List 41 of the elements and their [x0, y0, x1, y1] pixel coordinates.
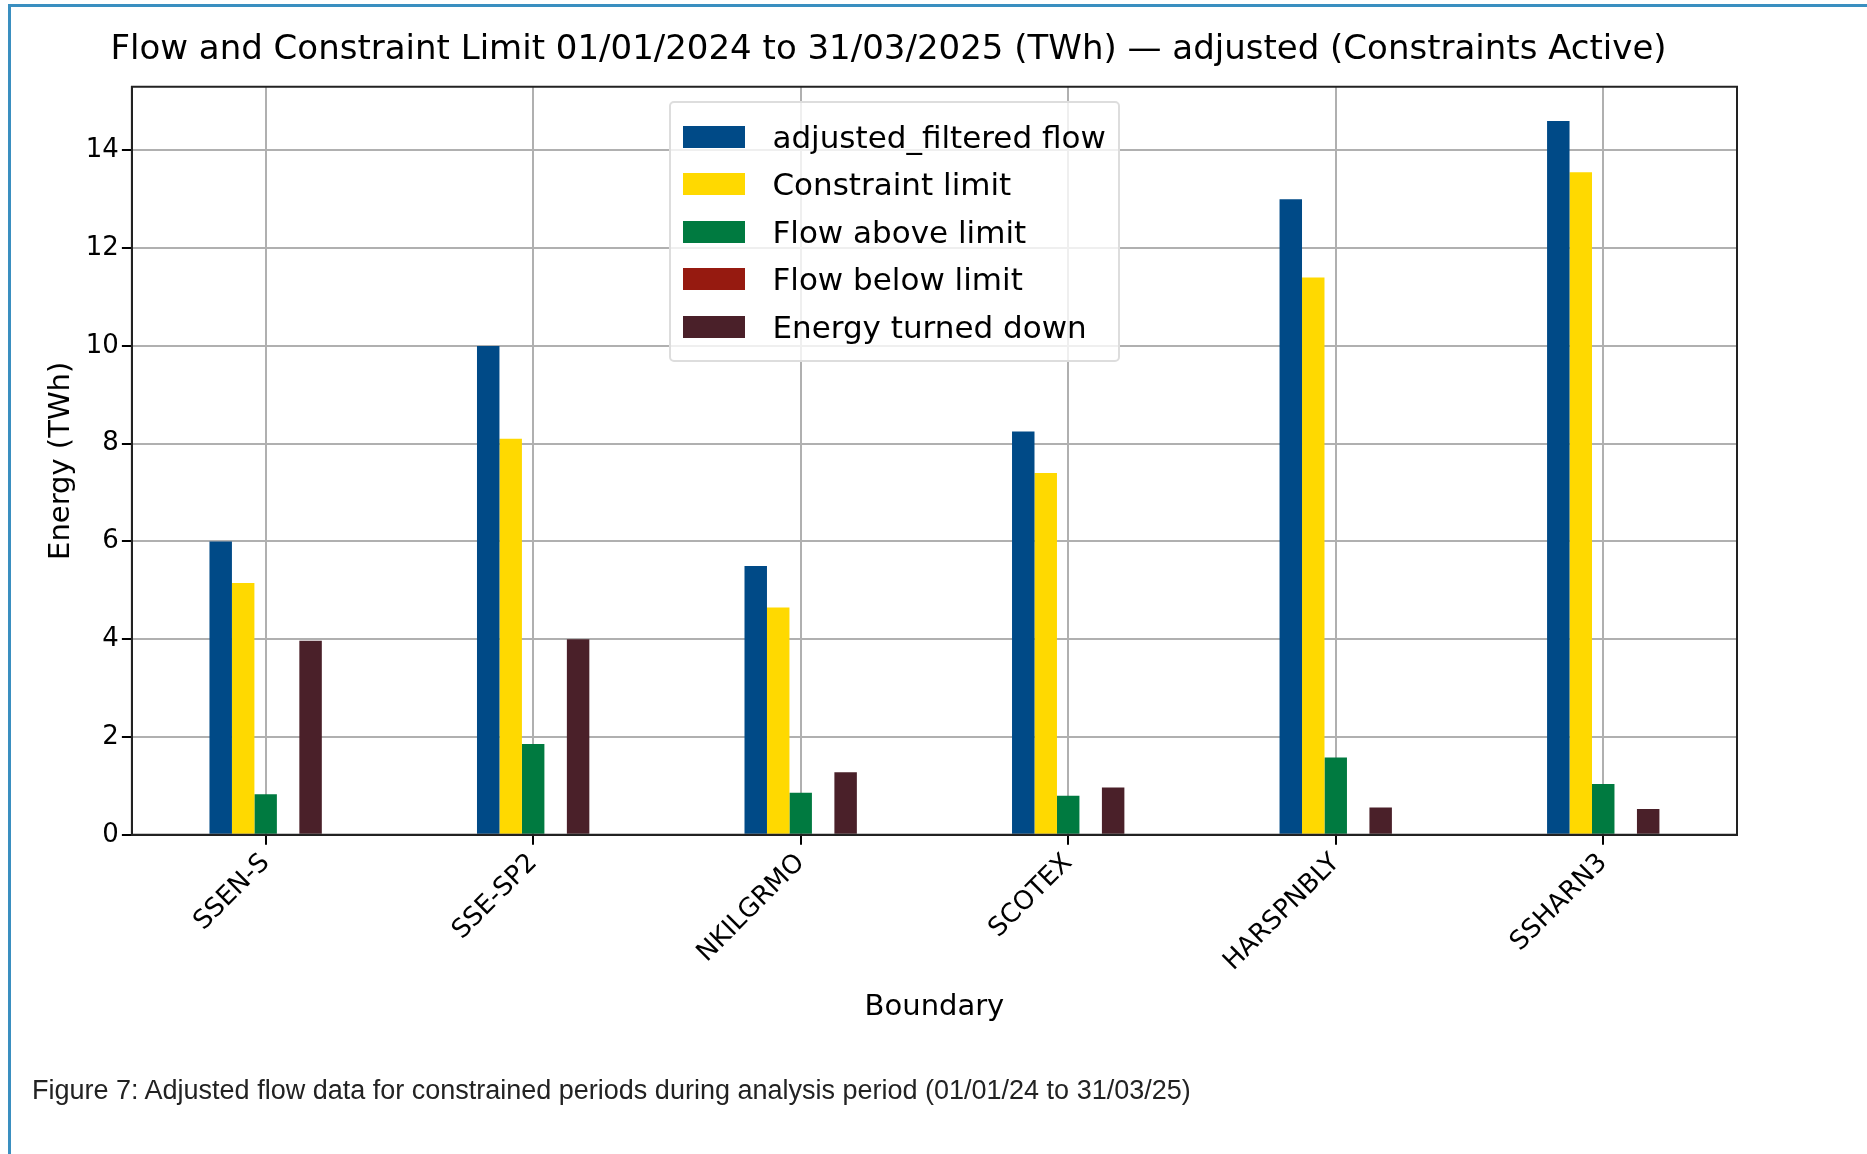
bar — [1101, 787, 1125, 834]
y-tick-label: 2 — [102, 719, 119, 750]
bar — [209, 541, 232, 834]
y-tick-label: 10 — [85, 328, 119, 359]
bar — [1279, 199, 1303, 834]
y-tick-label: 12 — [85, 230, 119, 261]
legend-label: Energy turned down — [772, 308, 1087, 345]
x-axis-title: Boundary — [864, 988, 1005, 1023]
y-tick-label: 4 — [102, 622, 119, 652]
bar — [299, 640, 322, 834]
y-tick-label: 0 — [102, 817, 119, 848]
y-axis-title: Energy (TWh) — [41, 361, 76, 560]
bar — [1012, 431, 1035, 834]
y-tick-label: 6 — [102, 524, 119, 555]
bar — [744, 565, 767, 834]
bar — [499, 438, 522, 834]
bar — [789, 792, 812, 834]
legend-label: Flow above limit — [772, 213, 1027, 250]
bar — [1034, 473, 1057, 834]
legend-label: Constraint limit — [772, 166, 1012, 203]
bar — [834, 772, 857, 834]
caption: Figure 7: Adjusted flow data for constrained periods during analysis period (01/01/24 to 31/03/25) — [32, 1075, 1191, 1106]
bar — [1636, 808, 1660, 834]
bar — [1056, 795, 1080, 834]
bar — [476, 345, 500, 834]
bar — [1547, 121, 1570, 834]
bar — [1592, 783, 1615, 834]
y-tick-label: 14 — [85, 133, 119, 164]
legend-label: adjusted_filtered flow — [772, 118, 1106, 155]
bar — [521, 743, 545, 834]
bar — [766, 607, 790, 834]
chart-title: Flow and Constraint Limit 01/01/2024 to 31/03/2025 (TWh) — adjusted (Constraints Active) — [110, 27, 1667, 68]
legend-label: Flow below limit — [772, 261, 1023, 298]
bar — [1369, 807, 1392, 834]
bar — [231, 583, 255, 834]
bar — [1302, 277, 1325, 834]
y-tick-label: 8 — [102, 426, 119, 457]
bar — [566, 639, 590, 834]
bar — [1324, 757, 1347, 834]
bar — [254, 794, 277, 834]
bar — [1569, 172, 1593, 834]
